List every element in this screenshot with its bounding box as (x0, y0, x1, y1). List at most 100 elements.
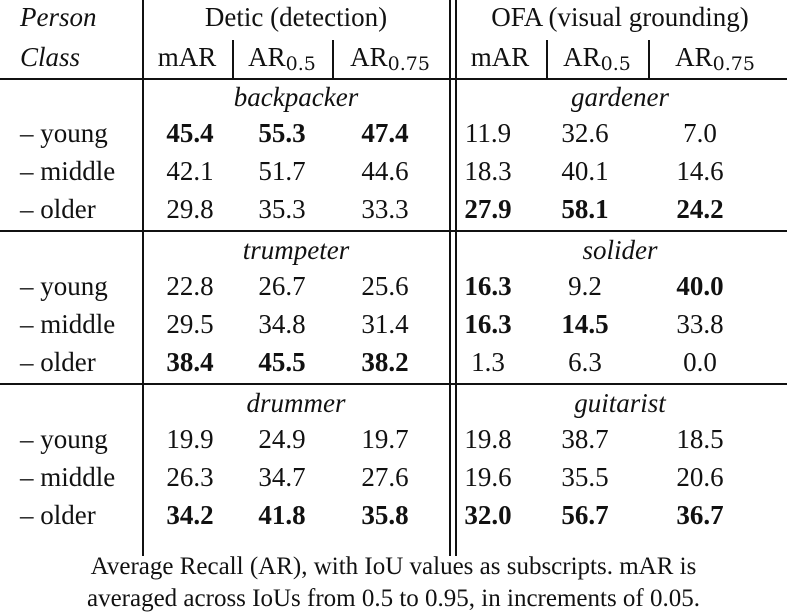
cell-detic-value: 26.3 (166, 462, 214, 492)
cell-ofa-value: 14.6 (676, 156, 724, 186)
caption-line-1: Average Recall (AR), with IoU values as … (90, 553, 697, 580)
cell-detic-value: 22.8 (166, 271, 214, 301)
cell-detic-value: 19.7 (361, 424, 409, 454)
section-rule (0, 78, 787, 80)
cell-detic-value: 35.8 (361, 500, 409, 530)
column-header-subscript: 0.5 (285, 53, 316, 75)
column-header-ofa-0: mAR (471, 42, 530, 72)
cell-detic-value: 47.4 (361, 118, 409, 148)
cell-detic-value: 34.2 (166, 500, 214, 530)
cell-ofa-value: 14.5 (561, 309, 609, 339)
cell-ofa-value: 20.6 (676, 462, 724, 492)
cell-detic-value: 34.8 (258, 309, 306, 339)
cell-detic-value: 29.5 (166, 309, 214, 339)
row-header-person: Person (20, 2, 97, 32)
column-header-subscript: 0.5 (600, 53, 631, 75)
cell-ofa-value: 6.3 (568, 347, 602, 377)
class-name-ofa: gardener (571, 82, 669, 112)
column-header-detic-0: mAR (158, 42, 217, 72)
cell-detic-value: 44.6 (361, 156, 409, 186)
column-header-main: mAR (470, 42, 530, 72)
section-rule (0, 383, 787, 385)
class-name-detic: trumpeter (242, 235, 350, 265)
row-label: – young (20, 424, 108, 454)
cell-detic-value: 19.9 (166, 424, 214, 454)
column-header-ofa-2: AR0.75 (675, 42, 755, 75)
cell-detic-value: 35.3 (258, 194, 306, 224)
cell-ofa-value: 9.2 (568, 271, 602, 301)
row-label: – older (20, 194, 96, 224)
cell-ofa-value: 35.5 (561, 462, 609, 492)
cell-ofa-value: 19.8 (464, 424, 512, 454)
column-header-main: AR (563, 42, 601, 72)
row-label: – middle (20, 156, 116, 186)
group-title-detic: Detic (detection) (204, 2, 388, 32)
cell-ofa-value: 36.7 (676, 500, 724, 530)
cell-detic-value: 45.5 (258, 347, 306, 377)
column-header-subscript: 0.75 (712, 53, 755, 75)
cell-detic-value: 38.2 (361, 347, 409, 377)
cell-ofa-value: 0.0 (683, 347, 717, 377)
section-rule (0, 230, 787, 232)
cell-ofa-value: 40.1 (561, 156, 609, 186)
column-header-main: AR (675, 42, 713, 72)
cell-detic-value: 26.7 (258, 271, 306, 301)
cell-ofa-value: 16.3 (464, 271, 512, 301)
col-divider (332, 40, 334, 78)
column-header-main: AR (350, 42, 388, 72)
cell-detic-value: 29.8 (166, 194, 214, 224)
cell-detic-value: 31.4 (361, 309, 409, 339)
col-divider (546, 40, 548, 78)
cell-ofa-value: 58.1 (561, 194, 609, 224)
row-label: – older (20, 500, 96, 530)
caption-line-2: averaged across IoUs from 0.5 to 0.95, i… (86, 585, 701, 612)
cell-ofa-value: 16.3 (464, 309, 512, 339)
cell-ofa-value: 18.5 (676, 424, 724, 454)
row-label: – young (20, 271, 108, 301)
row-label: – middle (20, 462, 116, 492)
group-title-ofa: OFA (visual grounding) (491, 2, 749, 32)
cell-detic-value: 27.6 (361, 462, 409, 492)
cell-detic-value: 24.9 (258, 424, 306, 454)
class-name-ofa: solider (582, 235, 658, 265)
column-header-detic-1: AR0.5 (248, 42, 316, 75)
group-divider-right (455, 0, 457, 556)
column-header-main: AR (248, 42, 286, 72)
col-divider (232, 40, 234, 78)
cell-ofa-value: 19.6 (464, 462, 512, 492)
cell-ofa-value: 24.2 (676, 194, 724, 224)
col-divider (648, 40, 650, 78)
cell-ofa-value: 40.0 (676, 271, 724, 301)
cell-ofa-value: 18.3 (464, 156, 512, 186)
cell-ofa-value: 1.3 (471, 347, 505, 377)
row-label-divider (142, 0, 144, 556)
row-label: – middle (20, 309, 116, 339)
cell-ofa-value: 38.7 (561, 424, 609, 454)
cell-detic-value: 45.4 (166, 118, 214, 148)
cell-detic-value: 25.6 (361, 271, 409, 301)
cell-ofa-value: 11.9 (464, 118, 512, 148)
row-label: – older (20, 347, 96, 377)
row-header-class: Class (20, 42, 81, 72)
column-header-main: mAR (157, 42, 217, 72)
cell-ofa-value: 33.8 (676, 309, 724, 339)
cell-detic-value: 51.7 (258, 156, 306, 186)
class-name-detic: drummer (246, 388, 346, 418)
cell-ofa-value: 56.7 (561, 500, 609, 530)
row-label: – young (20, 118, 108, 148)
column-header-detic-2: AR0.75 (350, 42, 430, 75)
cell-detic-value: 55.3 (258, 118, 306, 148)
class-name-ofa: guitarist (574, 388, 666, 418)
cell-detic-value: 41.8 (258, 500, 306, 530)
cell-ofa-value: 27.9 (464, 194, 512, 224)
cell-ofa-value: 7.0 (683, 118, 717, 148)
column-header-subscript: 0.75 (387, 53, 430, 75)
cell-detic-value: 38.4 (166, 347, 214, 377)
cell-detic-value: 42.1 (166, 156, 214, 186)
cell-ofa-value: 32.6 (561, 118, 609, 148)
column-header-ofa-1: AR0.5 (563, 42, 631, 75)
cell-ofa-value: 32.0 (464, 500, 512, 530)
cell-detic-value: 34.7 (258, 462, 306, 492)
cell-detic-value: 33.3 (361, 194, 409, 224)
class-name-detic: backpacker (233, 82, 359, 112)
